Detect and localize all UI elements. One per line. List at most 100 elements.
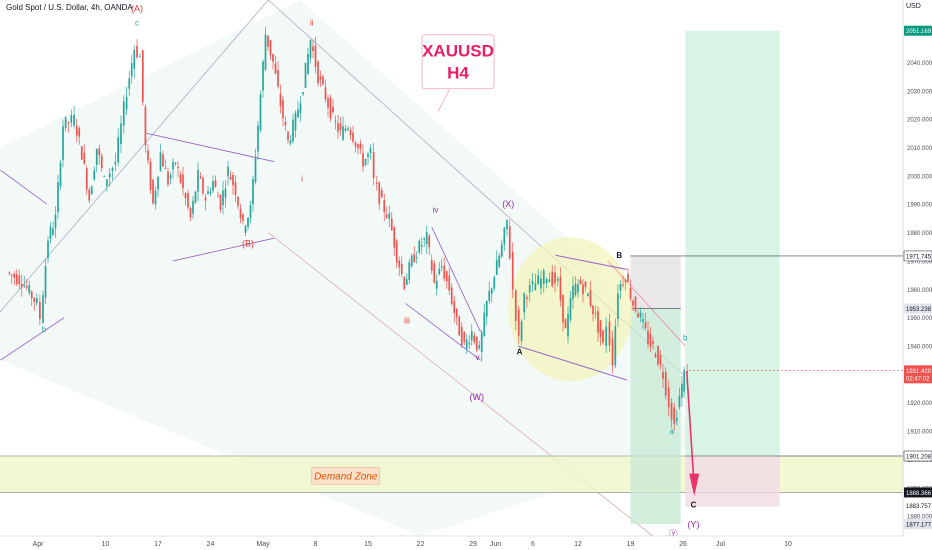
candle-body: [483, 312, 486, 336]
candle-body: [229, 176, 232, 180]
x-tick-label: 26: [679, 541, 687, 548]
candle-body: [287, 131, 289, 140]
candle-body: [400, 263, 403, 274]
wave-label: (W): [470, 392, 485, 402]
candle-body: [304, 62, 307, 88]
price-tag-label: 1877.177: [906, 523, 932, 529]
candle-body: [227, 166, 229, 177]
y-tick-label: 2010.000: [907, 146, 932, 152]
candle-body: [567, 313, 569, 337]
candle-body: [390, 218, 393, 231]
candle-body: [15, 274, 18, 284]
demand-zone-label: Demand Zone: [314, 471, 378, 482]
candle-body: [157, 176, 159, 190]
candle-body: [23, 285, 26, 287]
candle-body: [614, 326, 617, 366]
candle-body: [420, 245, 423, 247]
candle-body: [98, 148, 101, 156]
candle-body: [413, 254, 416, 263]
candle-body: [152, 179, 154, 204]
wave-label: b: [683, 333, 688, 342]
candle-body: [468, 342, 471, 345]
candle-body: [418, 240, 421, 253]
candle-body: [44, 265, 47, 298]
candle-body: [179, 174, 182, 183]
candle-body: [463, 332, 466, 343]
title-callout-pointer: [437, 88, 451, 112]
candle-body: [139, 56, 141, 58]
candle-body: [10, 274, 13, 276]
candle-body: [64, 116, 67, 129]
price-tag-label: 1901.208: [906, 455, 932, 461]
candle-body: [473, 335, 476, 343]
candle-body: [120, 123, 122, 144]
candle-body: [572, 285, 574, 300]
candle-body: [154, 190, 157, 205]
current-price-tag: [904, 365, 932, 384]
candle-body: [383, 200, 386, 213]
candle-body: [493, 277, 496, 289]
candle-body: [269, 40, 272, 56]
candle-body: [194, 191, 197, 203]
candle-body: [642, 318, 644, 322]
price-tag-label: 2051.169: [906, 29, 932, 35]
channel-b-c: [607, 260, 686, 347]
trendline-b-upper: [0, 169, 48, 205]
candle-body: [440, 266, 443, 268]
candle-body: [80, 146, 83, 160]
x-tick-label: 29: [469, 541, 477, 548]
candle-body: [548, 279, 551, 283]
candle-body: [257, 125, 259, 152]
price-tag-box: [904, 303, 932, 314]
candle-body: [523, 293, 526, 313]
title-symbol: XAUUSD: [422, 42, 494, 61]
candle-body: [189, 208, 192, 218]
candle-body: [423, 238, 426, 240]
candle-body: [506, 219, 508, 230]
price-tag-box: [904, 487, 932, 498]
wave-label: C: [691, 501, 697, 510]
candle-body: [259, 94, 262, 131]
x-tick-label: 15: [364, 541, 372, 548]
candle-body: [322, 76, 324, 85]
candle-body: [33, 297, 36, 302]
candle-body: [59, 162, 62, 187]
candle-body: [352, 132, 354, 142]
candle-body: [388, 213, 391, 220]
candle-body: [478, 345, 481, 349]
candle-body: [364, 159, 367, 166]
candle-body: [237, 196, 239, 206]
candle-body: [470, 331, 473, 341]
price-tag-box: [903, 250, 932, 262]
title-callout-box: [421, 34, 495, 90]
candle-body: [30, 291, 33, 299]
candle-body: [347, 128, 349, 130]
y-tick-label: 1910.000: [907, 430, 932, 436]
candle-body: [274, 63, 277, 74]
candle-body: [108, 173, 111, 178]
candle-body: [362, 153, 364, 167]
candle-body: [279, 93, 282, 107]
candle-body: [605, 326, 607, 346]
candle-body: [662, 372, 664, 379]
candle-body: [405, 279, 408, 286]
trendline-b-lower: [0, 317, 65, 361]
candle-body: [122, 101, 125, 126]
long-position-stop-zone: [685, 456, 780, 507]
candle-body: [100, 155, 103, 169]
candle-body: [182, 174, 184, 189]
candle-body: [95, 148, 98, 165]
candle-body: [599, 320, 602, 338]
candle-body: [433, 263, 436, 283]
wave-label-circle: ⓨ: [669, 529, 678, 539]
candle-body: [130, 63, 133, 77]
wave-label: i: [301, 175, 303, 184]
x-tick-label: 19: [627, 541, 635, 548]
x-tick-label: Jul: [716, 541, 725, 548]
y-tick-label: 1990.000: [907, 203, 932, 209]
candle-body: [654, 353, 657, 358]
short-position-target-zone: [630, 308, 681, 525]
candle-body: [385, 214, 388, 218]
candle-body: [234, 182, 237, 196]
